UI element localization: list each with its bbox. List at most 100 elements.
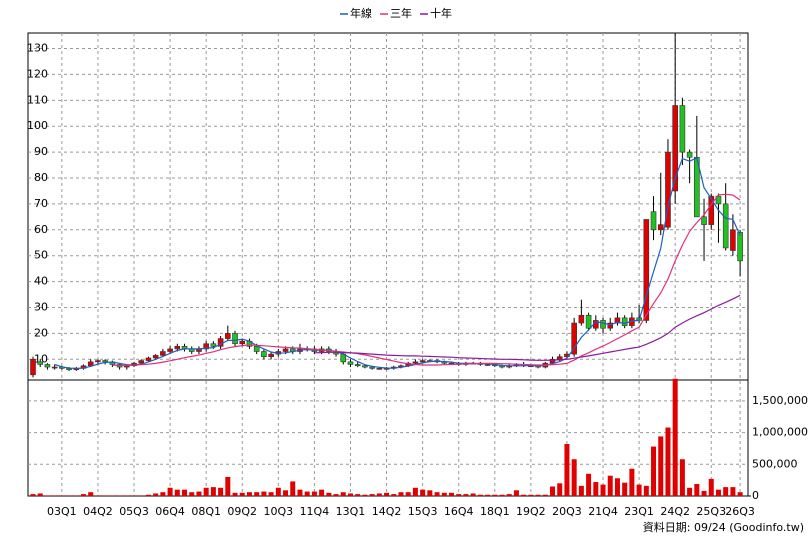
x-tick-label: 20Q3 [552, 505, 582, 518]
legend-label: 三年 [390, 6, 412, 20]
candle-body [708, 195, 715, 225]
candle-body [239, 340, 246, 345]
volume-bar [275, 487, 281, 496]
x-tick-label: 06Q4 [155, 505, 185, 518]
y-tick-label: 40 [34, 275, 48, 288]
volume-bar [477, 494, 483, 496]
volume-bar [513, 490, 519, 496]
x-tick-label: 14Q2 [372, 505, 402, 518]
candle-body [679, 105, 686, 153]
volume-bar [535, 494, 541, 496]
y-tick-label: 130 [27, 42, 48, 55]
volume-bar [550, 486, 556, 496]
volume-bar [174, 489, 180, 496]
x-tick-label: 21Q4 [588, 505, 618, 518]
candle-body [614, 317, 621, 324]
candle-body [672, 105, 678, 192]
plot-frame [27, 32, 749, 497]
candle-body [376, 368, 383, 370]
candle-body [484, 364, 491, 366]
volume-bar [448, 492, 454, 496]
volume-bar [607, 475, 613, 496]
volume-bar [131, 495, 137, 496]
candle-body [665, 151, 671, 228]
volume-bar [145, 494, 151, 496]
volume-bar [557, 483, 563, 496]
volume-bar [66, 495, 72, 496]
candle-body [138, 360, 145, 364]
volume-bar [196, 491, 202, 496]
volume-bar [528, 494, 534, 496]
x-tick-label: 19Q2 [516, 505, 546, 518]
y2-tick-label: 500,000 [752, 457, 798, 470]
volume-bar [651, 446, 657, 496]
candle-body [354, 364, 361, 367]
volume-bar [715, 489, 721, 496]
volume-bar [297, 489, 303, 496]
x-tick-label: 08Q1 [191, 505, 221, 518]
volume-bar [37, 493, 43, 496]
candle-body [102, 360, 108, 363]
candle-body [737, 232, 743, 262]
y-tick-label: 120 [27, 67, 48, 80]
footer: 資料日期: 09/24 (Goodinfo.tw) [643, 520, 804, 534]
volume-bar [521, 494, 527, 496]
volume-bar [340, 492, 346, 496]
candle-body [225, 333, 231, 339]
candle-body [362, 365, 368, 368]
candle-body [261, 351, 267, 357]
candle-body [95, 360, 101, 363]
candle-body [643, 219, 650, 321]
volume-bar [88, 492, 94, 496]
volume-bar [434, 492, 440, 496]
volume-bar [578, 485, 584, 496]
volume-bar [629, 468, 635, 496]
y-tick-label: 60 [34, 223, 48, 236]
volume-bar [456, 494, 462, 496]
volume-bar [405, 492, 411, 496]
volume-bar [261, 491, 267, 496]
volume-bar [232, 492, 238, 496]
legend-label: 年線 [350, 6, 372, 20]
candle-body [152, 355, 159, 359]
volume-bar [326, 492, 332, 496]
candle-body [722, 203, 729, 249]
legend-label: 十年 [430, 6, 452, 20]
x-tick-label: 23Q1 [624, 505, 654, 518]
volume-bar [268, 492, 274, 496]
volume-bar [542, 494, 548, 496]
candle-body [268, 353, 274, 357]
candle-body [556, 356, 563, 360]
candle-body [37, 361, 44, 365]
volume-bar [73, 495, 79, 496]
volume-bar [463, 494, 469, 496]
volume-bar [225, 476, 231, 496]
volume-bar [160, 492, 166, 496]
y-tick-label: 50 [34, 249, 48, 262]
ma-line [112, 193, 741, 367]
candle-body [369, 366, 375, 369]
candle-body [650, 211, 657, 231]
volume-bar [593, 482, 599, 496]
volume-bar [52, 495, 58, 496]
volume-bar [59, 495, 65, 496]
volume-bar [694, 483, 700, 496]
candle-body [30, 358, 36, 376]
candle-body [282, 348, 289, 352]
volume-bar [109, 495, 115, 496]
x-tick-label: 25Q3 [696, 505, 726, 518]
volume-bar [153, 493, 159, 496]
volume-bar [723, 487, 729, 496]
volume-bar [708, 478, 714, 496]
volume-bar [586, 473, 592, 496]
volume-bar [124, 495, 130, 496]
candle-body [347, 361, 354, 365]
volume-bar [730, 487, 736, 496]
volume-bar [564, 444, 570, 496]
volume-bar [167, 487, 173, 496]
volume-bar [427, 490, 433, 496]
volume-bar [254, 492, 260, 496]
volume-bar [189, 492, 195, 496]
candle-body [701, 216, 707, 225]
volume-bar [687, 487, 693, 496]
